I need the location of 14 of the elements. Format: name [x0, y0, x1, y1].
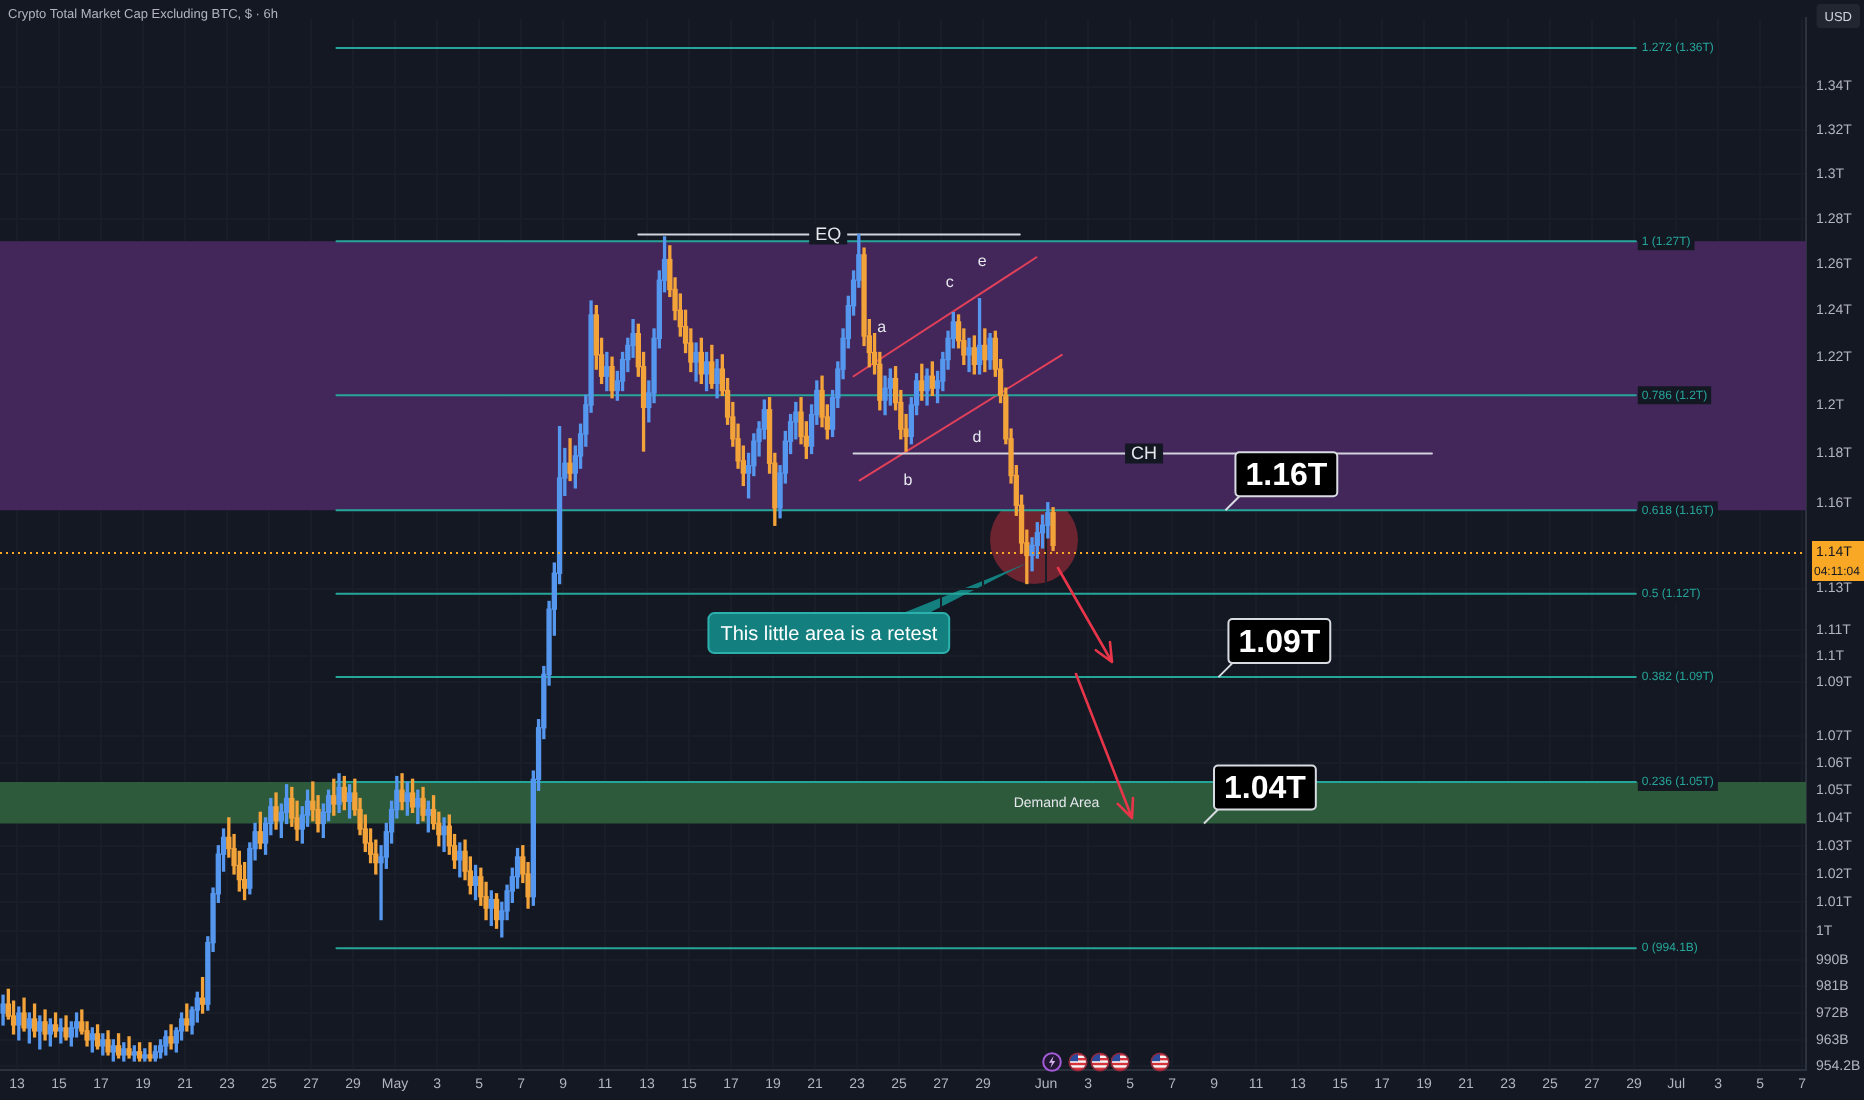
annotation: 1.04T [1223, 772, 1307, 807]
candlestick [441, 817, 447, 853]
annotation: a [877, 317, 888, 336]
candlestick [147, 1042, 153, 1062]
annotation: e [977, 252, 988, 271]
annotation: c [945, 273, 954, 292]
annotation: This little area is a retest [720, 623, 938, 646]
annotation: d [972, 427, 982, 446]
annotation: EQ [815, 224, 842, 245]
annotation: CH [1131, 443, 1158, 464]
annotation: 1.09T [1238, 625, 1321, 660]
annotation: 1.16T [1245, 459, 1328, 494]
annotation: b [903, 471, 914, 490]
candlestick [567, 438, 573, 482]
